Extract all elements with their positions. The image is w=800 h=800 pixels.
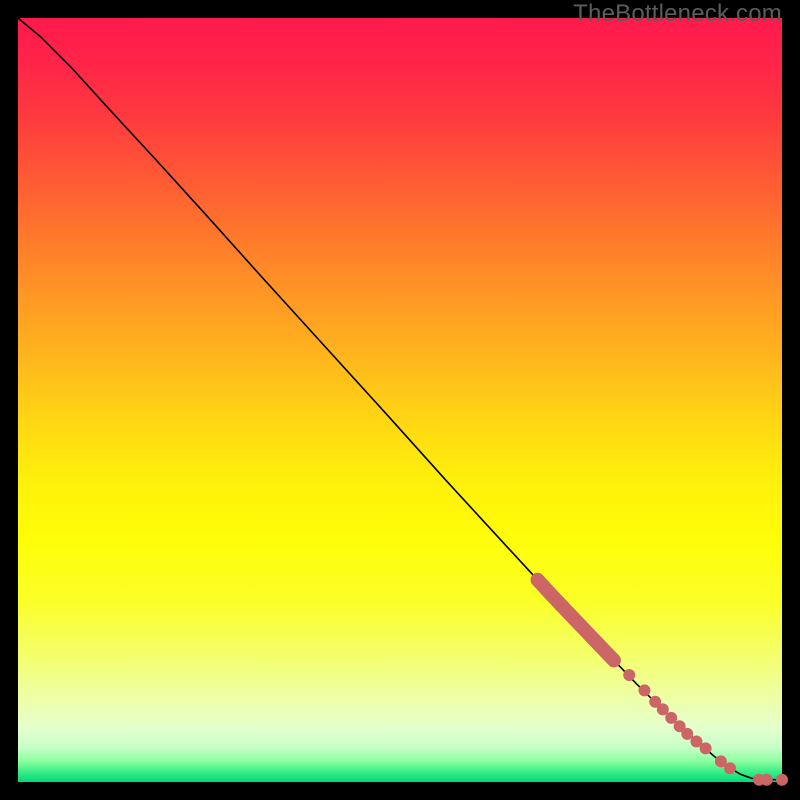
marker-point [623, 669, 635, 681]
marker-point [608, 654, 620, 666]
heatmap-gradient [18, 18, 782, 782]
chart-svg [0, 0, 800, 800]
marker-point [700, 742, 712, 754]
attribution-text: TheBottleneck.com [573, 0, 782, 28]
marker-point [761, 774, 773, 786]
marker-point [776, 774, 788, 786]
figure-root: TheBottleneck.com [0, 0, 800, 800]
marker-point [638, 684, 650, 696]
marker-point [724, 762, 736, 774]
marker-point [681, 728, 693, 740]
